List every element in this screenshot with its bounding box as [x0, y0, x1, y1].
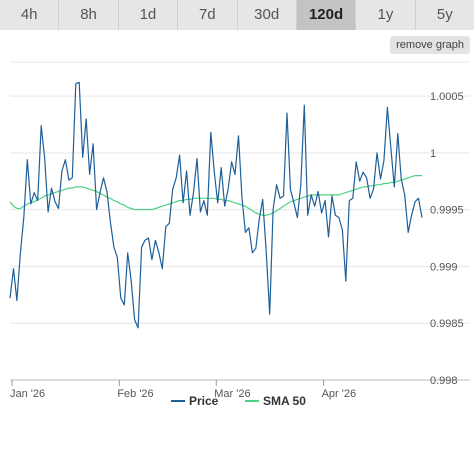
- x-tick-label: Feb '26: [117, 388, 153, 400]
- legend-label: SMA 50: [263, 394, 306, 408]
- x-tick-label: Jan '26: [10, 388, 45, 400]
- legend-item-sma-50[interactable]: SMA 50: [245, 394, 306, 408]
- tab-1d[interactable]: 1d: [118, 0, 179, 30]
- tab-7d[interactable]: 7d: [178, 0, 238, 30]
- x-axis: Jan '26 Feb '26 Mar '26 Apr '26: [10, 379, 470, 400]
- legend: Price SMA 50: [171, 394, 306, 408]
- tab-5y[interactable]: 5y: [415, 0, 474, 30]
- series-lines: [9, 81, 423, 329]
- y-tick-label: 1.0005: [430, 91, 464, 103]
- y-tick-label: 0.998: [430, 375, 458, 387]
- tab-8h[interactable]: 8h: [59, 0, 119, 30]
- tab-120d[interactable]: 120d: [296, 0, 357, 30]
- y-tick-label: 1: [430, 148, 436, 160]
- tab-1y[interactable]: 1y: [356, 0, 416, 30]
- legend-label: Price: [189, 394, 219, 408]
- series-line-price: [9, 81, 423, 329]
- timeframe-tabs: 4h 8h 1d 7d 30d 120d 1y 5y: [0, 0, 474, 30]
- x-tick-label: Apr '26: [322, 388, 357, 400]
- x-tick-label: Mar '26: [214, 388, 250, 400]
- remove-graph-button[interactable]: remove graph: [390, 36, 470, 54]
- tab-4h[interactable]: 4h: [0, 0, 60, 30]
- legend-item-price[interactable]: Price: [171, 394, 219, 408]
- y-tick-label: 0.9985: [430, 318, 464, 330]
- y-axis: 0.998 0.9985 0.999 0.9995 1 1.0005: [430, 91, 464, 387]
- grid: [10, 61, 470, 381]
- y-tick-label: 0.999: [430, 261, 458, 273]
- y-tick-label: 0.9995: [430, 205, 464, 217]
- tab-30d[interactable]: 30d: [237, 0, 297, 30]
